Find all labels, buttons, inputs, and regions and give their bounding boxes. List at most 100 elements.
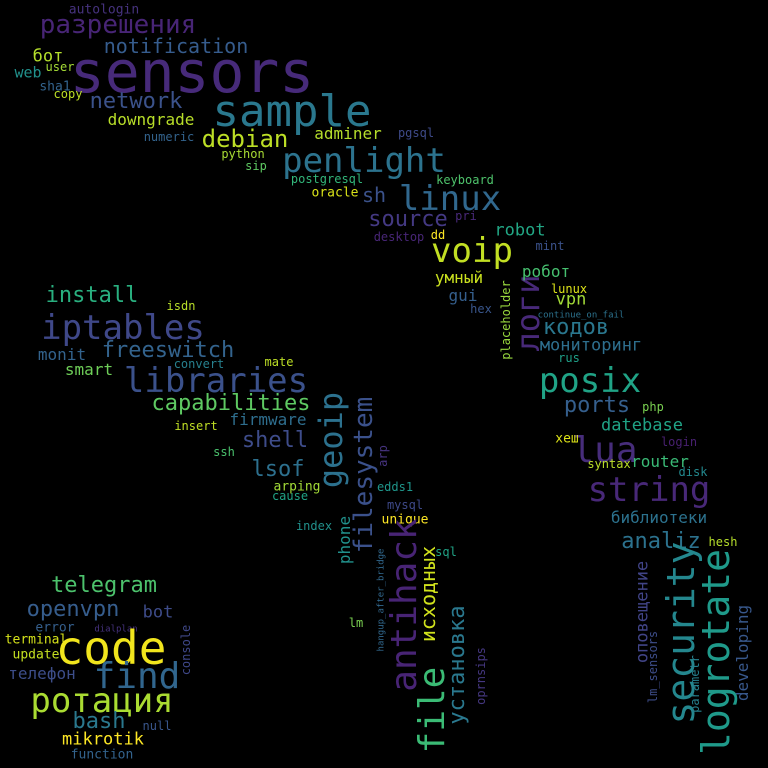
word-робот: робот — [521, 262, 571, 281]
word-numeric: numeric — [143, 130, 195, 144]
word-postgresql: postgresql — [290, 172, 364, 186]
word-pgsql: pgsql — [397, 126, 435, 140]
word-lsof: lsof — [251, 457, 305, 482]
word-login: login — [660, 435, 698, 449]
word-vpn: vpn — [555, 289, 587, 310]
word-console: console — [179, 624, 193, 676]
word-capabilities: capabilities — [151, 391, 311, 416]
word-ssh: ssh — [213, 445, 235, 459]
word-datebase: datebase — [601, 415, 683, 436]
word-notification: notification — [103, 34, 249, 58]
word-firmware: firmware — [229, 410, 307, 429]
word-bot: bot — [142, 602, 174, 623]
word-cause: cause — [271, 489, 309, 503]
word-isdn: isdn — [166, 299, 196, 313]
word-edds1: edds1 — [376, 480, 414, 494]
word-continue-on-fail: continue_on_fail — [537, 310, 625, 321]
word-penlight: penlight — [282, 141, 446, 181]
word-install: install — [45, 283, 139, 308]
word-gui: gui — [448, 286, 478, 305]
word-terminal: terminal — [4, 632, 68, 648]
word-voip: voip — [431, 231, 513, 271]
word-insert: insert — [174, 419, 218, 433]
word-debian: debian — [201, 125, 289, 153]
word-keyboard: keyboard — [436, 173, 494, 187]
word-developing: developing — [733, 604, 752, 702]
word-error: error — [35, 620, 75, 636]
word-установка: установка — [445, 605, 470, 725]
word-умный: умный — [434, 268, 484, 287]
word-copy: copy — [53, 87, 83, 101]
word-monit: monit — [37, 345, 87, 364]
word-index: index — [295, 519, 333, 533]
word-бот: бот — [32, 46, 64, 67]
word-iptables: iptables — [41, 308, 205, 348]
word-библиотеки: библиотеки — [610, 508, 708, 527]
word-sh: sh — [361, 183, 387, 207]
word-parametr: parametr — [688, 655, 702, 713]
word-ports: ports — [563, 393, 631, 418]
word-dialplan: dialplan — [94, 624, 138, 635]
word-mate: mate — [264, 355, 294, 369]
word-syntax: syntax — [587, 457, 631, 471]
word-hex: hex — [470, 302, 492, 316]
word-мониторинг: мониторинг — [539, 335, 643, 356]
word-web: web — [14, 63, 42, 82]
word-code: code — [55, 621, 167, 675]
word-кодов: кодов — [542, 315, 610, 340]
word-openvpn: openvpn — [26, 597, 120, 622]
word-sha1: sha1 — [39, 79, 71, 95]
word-logrotate: logrotate — [694, 549, 738, 755]
word-исходных: исходных — [416, 545, 440, 643]
word-analiz: analiz — [621, 529, 701, 554]
word-pri: pri — [455, 209, 477, 223]
word-unique: unique — [381, 512, 429, 528]
word-libraries: libraries — [123, 361, 309, 401]
word-null: null — [142, 719, 172, 733]
word-posix: posix — [538, 361, 642, 401]
word-hangup-after-bridge: hangup_after_bridge — [376, 548, 387, 652]
word-adminer: adminer — [314, 124, 382, 143]
word-shell: shell — [241, 428, 309, 453]
word-user: user — [45, 60, 75, 74]
word-phone: phone — [335, 515, 354, 565]
word-bash: bash — [72, 709, 126, 734]
word-телефон: телефон — [8, 664, 76, 683]
word-hesh: hesh — [708, 535, 738, 549]
word-arp: arp — [376, 445, 390, 467]
word-arping: arping — [273, 479, 321, 495]
word-sql: sql — [435, 545, 457, 559]
word-robot: robot — [494, 220, 546, 241]
word-lm: lm — [348, 616, 364, 630]
word-placeholder: placeholder — [499, 280, 513, 360]
word-php: php — [642, 400, 664, 414]
word-lunux: lunux — [550, 282, 588, 296]
word-разрешения: разрешения — [39, 10, 197, 40]
word-find: find — [93, 656, 181, 697]
word-хеш: хеш — [555, 431, 579, 447]
word-sip: sip — [245, 159, 267, 173]
word-geoip: geoip — [312, 391, 350, 489]
word-ротация: ротация — [30, 681, 174, 721]
word-oracle: oracle — [311, 185, 359, 201]
word-source: source — [368, 207, 448, 232]
word-linux: linux — [398, 179, 502, 219]
word-desktop: desktop — [373, 230, 425, 244]
word-mysql: mysql — [386, 498, 424, 512]
word-function: function — [70, 747, 134, 763]
word-downgrade: downgrade — [107, 110, 195, 129]
word-filesystem: filesystem — [349, 396, 379, 554]
word-sample: sample — [212, 86, 372, 137]
word-oprnsips: oprnsips — [474, 647, 488, 705]
word-network: network — [89, 89, 183, 114]
word-mikrotik: mikrotik — [62, 729, 144, 750]
word-mint: mint — [535, 239, 565, 253]
word-update: update — [12, 647, 60, 663]
word-lua: lua — [572, 430, 638, 471]
word-freeswitch: freeswitch — [101, 338, 235, 363]
word-convert: convert — [173, 357, 225, 371]
word-autologin: autologin — [68, 2, 140, 18]
word-string: string — [587, 470, 711, 510]
word-lm-sensors: lm_sensors — [646, 630, 660, 704]
